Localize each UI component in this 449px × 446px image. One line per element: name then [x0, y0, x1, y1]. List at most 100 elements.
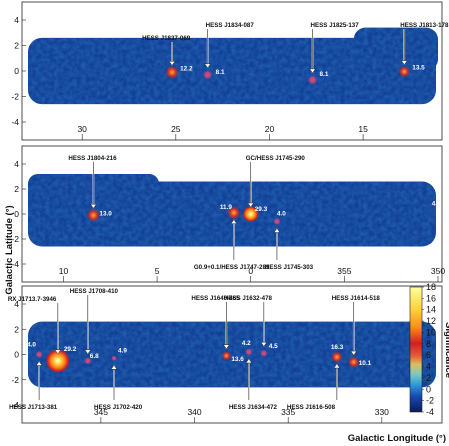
source-significance: 11.9: [220, 204, 233, 211]
y-tick-label: -4: [11, 259, 19, 269]
colorbar-tick-label: -4: [426, 407, 434, 417]
y-tick-label: -2: [11, 375, 19, 385]
y-tick-label: 2: [14, 41, 19, 51]
source-significance: 4.0: [27, 342, 36, 349]
source-gc-hess-j1745-290: GC/HESS J1745-290 29.3: [242, 155, 306, 222]
source-significance: 6.8: [90, 353, 99, 360]
y-tick-label: 2: [14, 184, 19, 194]
x-tick-label: 335: [281, 407, 295, 417]
x-tick-label: 30: [77, 124, 87, 134]
significance-map: [28, 321, 436, 388]
source-blob: [398, 65, 411, 78]
colorbar-tick-label: 2: [426, 373, 431, 383]
source-significance: 13.0: [99, 210, 112, 217]
source-arrowhead: [400, 60, 408, 66]
colorbar-tick-label: 8: [426, 339, 431, 349]
source-label: HESS J1632-478: [224, 295, 273, 302]
source-hess-j1702-420: HESS J1702-420 4.9: [94, 347, 143, 411]
source-blob: [347, 356, 360, 369]
source-arrowhead: [222, 344, 230, 350]
x-tick-label: 345: [94, 407, 108, 417]
y-tick-label: -4: [11, 400, 19, 410]
x-tick-label: 340: [187, 407, 201, 417]
source-label: HESS J1804-216: [68, 155, 117, 162]
source-significance: 4.9: [118, 347, 127, 354]
source-hess-j1825-137: HESS J1825-137 8.1: [307, 22, 359, 85]
source-arrowhead: [230, 219, 238, 224]
source-significance: 4.5: [269, 343, 278, 350]
y-tick-label: 0: [14, 350, 19, 360]
source-blob: [330, 351, 343, 364]
source-hess-j1632-478: HESS J1632-478 4.5: [224, 295, 278, 358]
source-blob: [165, 65, 180, 80]
source-significance: 8.1: [320, 71, 329, 78]
source-significance: 29.3: [255, 206, 268, 213]
source-arrowhead: [350, 350, 358, 356]
source-blob: [259, 349, 268, 358]
source-arrowhead: [204, 63, 212, 69]
source-label: GC/HESS J1745-290: [246, 155, 306, 162]
source-blob: [86, 208, 101, 223]
source-blob: [35, 350, 44, 359]
source-label: HESS J1702-420: [94, 404, 143, 411]
y-axis-label: Galactic Latitude (°): [4, 205, 15, 294]
source-label: RX J1713.7-3946: [8, 296, 57, 303]
source-arrowhead: [247, 202, 255, 208]
source-label: HESS J1640-465: [191, 295, 240, 302]
source-label: HESS J1745-303: [265, 264, 314, 271]
y-tick-label: 4: [14, 15, 19, 25]
colorbar-tick-label: 18: [426, 282, 436, 292]
source-arrowhead: [35, 361, 43, 366]
source-significance: 13.5: [412, 65, 425, 72]
x-tick-label: 25: [171, 124, 181, 134]
source-blob: [221, 350, 232, 361]
source-arrowhead: [333, 363, 341, 369]
colorbar-tick-label: 6: [426, 350, 431, 360]
source-label: HESS J1614-518: [332, 295, 381, 302]
x-tick-label: 0: [248, 266, 253, 276]
source-label: G0.9+0.1/HESS J1747-281: [194, 264, 270, 271]
source-arrowhead: [54, 349, 62, 355]
source-arrowhead: [110, 364, 118, 370]
source-arrowhead: [245, 358, 253, 364]
source-blob: [202, 69, 213, 80]
source-significance: 16.3: [331, 344, 344, 351]
y-tick-label: -2: [11, 234, 19, 244]
source-significance: 13.6: [231, 356, 244, 363]
source-label: HESS J1708-410: [70, 288, 119, 295]
source-blob: [83, 356, 92, 365]
source-significance: 29.2: [64, 346, 77, 353]
source-blob: [45, 348, 70, 373]
x-tick-label: 330: [375, 407, 389, 417]
source-g0-9-0-1-hess-j1747-281: G0.9+0.1/HESS J1747-281 11.9: [194, 204, 270, 271]
y-tick-label: -2: [11, 92, 19, 102]
x-tick-label: 350: [431, 266, 445, 276]
source-hess-j1834-087: HESS J1834-087 8.1: [202, 22, 255, 80]
x-tick-label: 5: [155, 266, 160, 276]
source-arrowhead: [273, 228, 281, 233]
source-label: HESS J1834-087: [206, 22, 255, 29]
source-hess-j1804-216: HESS J1804-216 13.0: [68, 155, 117, 223]
colorbar-tick-label: 0: [426, 384, 431, 394]
source-arrowhead: [260, 341, 268, 347]
y-tick-label: -4: [11, 117, 19, 127]
source-blob: [226, 205, 241, 220]
x-tick-label: 15: [358, 124, 368, 134]
y-tick-label: 0: [14, 66, 19, 76]
source-hess-j1813-178: HESS J1813-178 13.5: [398, 22, 449, 78]
source-significance: 12.2: [180, 65, 193, 72]
source-arrowhead: [89, 204, 97, 209]
source-hess-j1614-518: HESS J1614-518 10.1: [332, 295, 381, 369]
source-hess-j1713-381: HESS J1713-381 4.0: [9, 342, 58, 412]
source-label: HESS J1813-178: [400, 22, 449, 29]
colorbar-tick-label: 10: [426, 327, 436, 337]
source-hess-j1640-465: HESS J1640-465 13.6: [191, 295, 244, 363]
source-label: HESS J1634-472: [229, 404, 278, 411]
source-hess-j1745-303: HESS J1745-303 4.0: [265, 211, 314, 272]
source-label: HESS J1837-069: [142, 35, 191, 42]
